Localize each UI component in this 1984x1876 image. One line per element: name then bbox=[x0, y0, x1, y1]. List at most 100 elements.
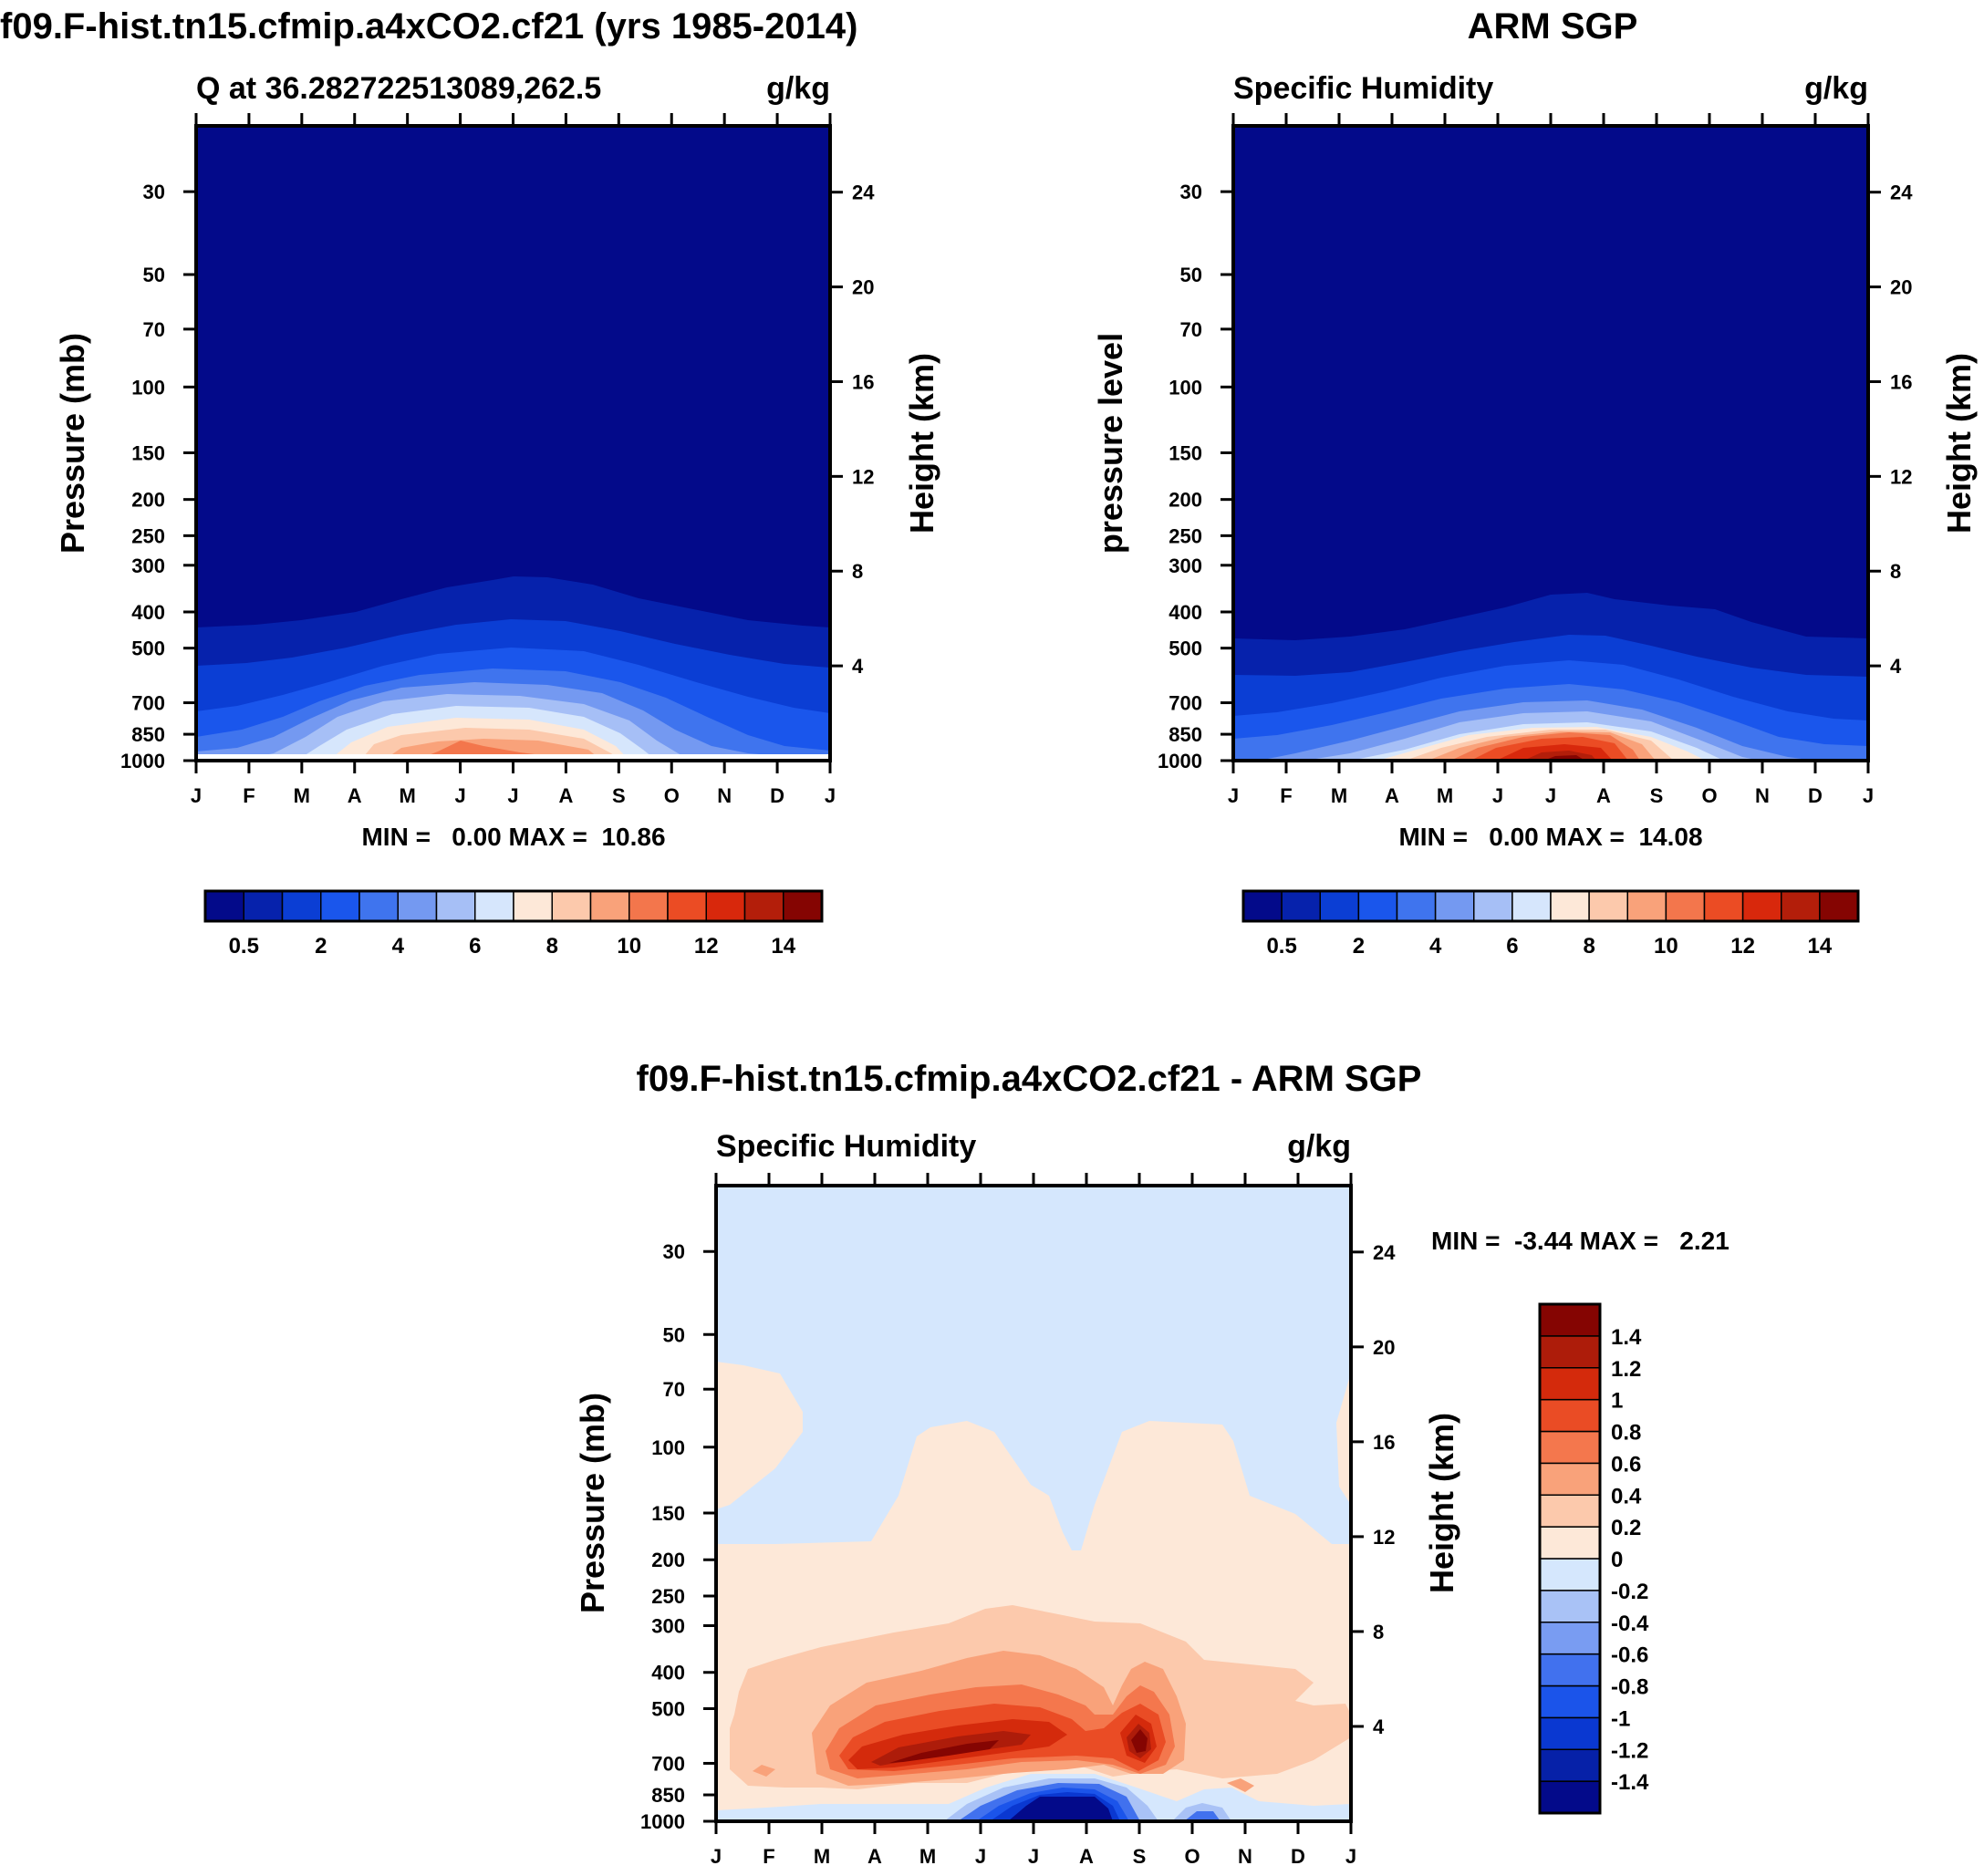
colorbar-swatch bbox=[1819, 890, 1859, 922]
y-tick-label: 850 bbox=[651, 1784, 685, 1807]
title-bottom: f09.F-hist.tn15.cfmip.a4xCO2.cf21 - ARM … bbox=[637, 1059, 1422, 1099]
colorbar-label: 0.6 bbox=[1611, 1452, 1641, 1477]
y-tick-label: 1000 bbox=[1158, 750, 1202, 772]
y-tick-label: 850 bbox=[131, 723, 165, 746]
colorbar-swatch bbox=[1539, 1653, 1601, 1687]
y-tick-label: 400 bbox=[651, 1662, 685, 1684]
colorbar-swatch bbox=[1539, 1398, 1601, 1433]
y2-tick-label: 8 bbox=[1890, 560, 1901, 583]
y-tick-label: 700 bbox=[131, 692, 165, 715]
colorbar-label: 0.2 bbox=[1611, 1516, 1641, 1540]
colorbar-swatch bbox=[1665, 890, 1706, 922]
contour-field-bottom bbox=[716, 1186, 1351, 1821]
y-tick-label: 400 bbox=[131, 601, 165, 624]
colorbar-label: 14 bbox=[771, 934, 795, 959]
x-tick-label: S bbox=[1650, 784, 1664, 807]
x-tick-label: J bbox=[507, 784, 518, 807]
colorbar-label: 0.5 bbox=[1266, 934, 1296, 959]
colorbar-label: 4 bbox=[1429, 934, 1442, 959]
subtitle-left-top-right: Specific Humidity bbox=[1233, 71, 1493, 106]
x-tick-label: O bbox=[1184, 1845, 1200, 1868]
y-tick-label: 70 bbox=[143, 318, 165, 341]
x-tick-label: M bbox=[814, 1845, 830, 1868]
x-tick-label: M bbox=[400, 784, 416, 807]
colorbar-label: -1 bbox=[1611, 1706, 1630, 1731]
colorbar-label: 12 bbox=[694, 934, 719, 959]
x-tick-label: J bbox=[191, 784, 202, 807]
colorbar-swatch bbox=[743, 890, 784, 922]
colorbar-swatch bbox=[1319, 890, 1360, 922]
y-tick-label: 700 bbox=[1169, 692, 1202, 715]
colorbar-swatch bbox=[1626, 890, 1667, 922]
y-tick-label: 500 bbox=[131, 637, 165, 660]
ylabel-top-right: pressure level bbox=[1092, 333, 1129, 554]
ylabel-right-top-right: Height (km) bbox=[1940, 353, 1978, 534]
colorbar-swatch bbox=[1741, 890, 1782, 922]
axis-ticks-top-left: J F M A M J J A S O N D J 30 50 70 100 150 200 250 300 400 500… bbox=[120, 113, 875, 807]
title-top-right: ARM SGP bbox=[1468, 6, 1638, 47]
colorbar-label: 2 bbox=[1353, 934, 1365, 959]
y2-tick-label: 20 bbox=[852, 276, 874, 299]
colorbar-label: 1.2 bbox=[1611, 1357, 1641, 1382]
colorbar-swatch bbox=[474, 890, 514, 922]
y-tick-label: 30 bbox=[1180, 181, 1202, 203]
y-tick-label: 30 bbox=[143, 181, 165, 203]
x-tick-label: S bbox=[1133, 1845, 1147, 1868]
y-tick-label: 100 bbox=[651, 1436, 685, 1459]
x-tick-label: N bbox=[1238, 1845, 1252, 1868]
min-max-top-right: MIN = 0.00 MAX = 14.08 bbox=[1398, 823, 1702, 851]
x-tick-label: J bbox=[1863, 784, 1874, 807]
y2-tick-label: 8 bbox=[852, 560, 863, 583]
colorbar-swatch bbox=[1539, 1780, 1601, 1814]
colorbar-label: -0.2 bbox=[1611, 1580, 1648, 1604]
y2-tick-label: 4 bbox=[1890, 655, 1902, 678]
x-tick-label: F bbox=[1280, 784, 1292, 807]
units-top-right: g/kg bbox=[1804, 71, 1868, 106]
colorbar-top-left: 0.5 2 4 6 8 10 12 14 bbox=[203, 889, 824, 959]
colorbar-label: -0.8 bbox=[1611, 1675, 1648, 1700]
units-bottom: g/kg bbox=[1287, 1129, 1351, 1164]
y2-tick-label: 12 bbox=[1890, 465, 1912, 488]
colorbar-label: 1 bbox=[1611, 1389, 1623, 1414]
subtitle-left-top-left: Q at 36.282722513089,262.5 bbox=[196, 71, 601, 106]
y-tick-label: 300 bbox=[651, 1614, 685, 1637]
y-tick-label: 850 bbox=[1169, 723, 1202, 746]
y-tick-label: 50 bbox=[143, 264, 165, 286]
ylabel-top-left: Pressure (mb) bbox=[54, 333, 91, 554]
colorbar-swatch bbox=[1703, 890, 1744, 922]
colorbar-swatch bbox=[1539, 1462, 1601, 1496]
y-tick-label: 200 bbox=[651, 1549, 685, 1571]
x-tick-label: M bbox=[1437, 784, 1453, 807]
panel-bottom: f09.F-hist.tn15.cfmip.a4xCO2.cf21 - ARM … bbox=[574, 1059, 1730, 1868]
colorbar-label: 2 bbox=[315, 934, 327, 959]
colorbar-label: 6 bbox=[469, 934, 481, 959]
x-tick-label: F bbox=[243, 784, 254, 807]
colorbar-swatch bbox=[1539, 1590, 1601, 1623]
colorbar-label: 0.5 bbox=[229, 934, 259, 959]
x-tick-label: M bbox=[919, 1845, 936, 1868]
min-max-bottom: MIN = -3.44 MAX = 2.21 bbox=[1431, 1227, 1730, 1255]
y-tick-label: 150 bbox=[651, 1502, 685, 1525]
colorbar-swatch bbox=[1242, 890, 1283, 922]
y-tick-label: 300 bbox=[131, 555, 165, 577]
colorbar-label: 8 bbox=[546, 934, 558, 959]
contour-field-top-left bbox=[196, 126, 830, 761]
colorbar-swatch bbox=[435, 890, 476, 922]
title-top-left: f09.F-hist.tn15.cfmip.a4xCO2.cf21 (yrs 1… bbox=[0, 6, 857, 47]
colorbar-swatch bbox=[1539, 1684, 1601, 1719]
x-tick-label: J bbox=[1228, 784, 1239, 807]
colorbar-swatch bbox=[358, 890, 399, 922]
y-tick-label: 500 bbox=[1169, 637, 1202, 660]
y2-tick-label: 24 bbox=[852, 181, 875, 204]
y-tick-label: 250 bbox=[1169, 524, 1202, 547]
colorbar-swatch bbox=[1539, 1558, 1601, 1591]
colorbar-swatch bbox=[1550, 890, 1590, 922]
colorbar-label: 0.4 bbox=[1611, 1484, 1642, 1508]
y-tick-label: 500 bbox=[651, 1698, 685, 1721]
x-tick-label: N bbox=[1755, 784, 1770, 807]
units-top-left: g/kg bbox=[766, 71, 830, 106]
colorbar-swatch bbox=[1539, 1716, 1601, 1750]
colorbar-swatch bbox=[628, 890, 669, 922]
x-tick-label: A bbox=[348, 784, 362, 807]
colorbar-label: -0.6 bbox=[1611, 1643, 1648, 1668]
